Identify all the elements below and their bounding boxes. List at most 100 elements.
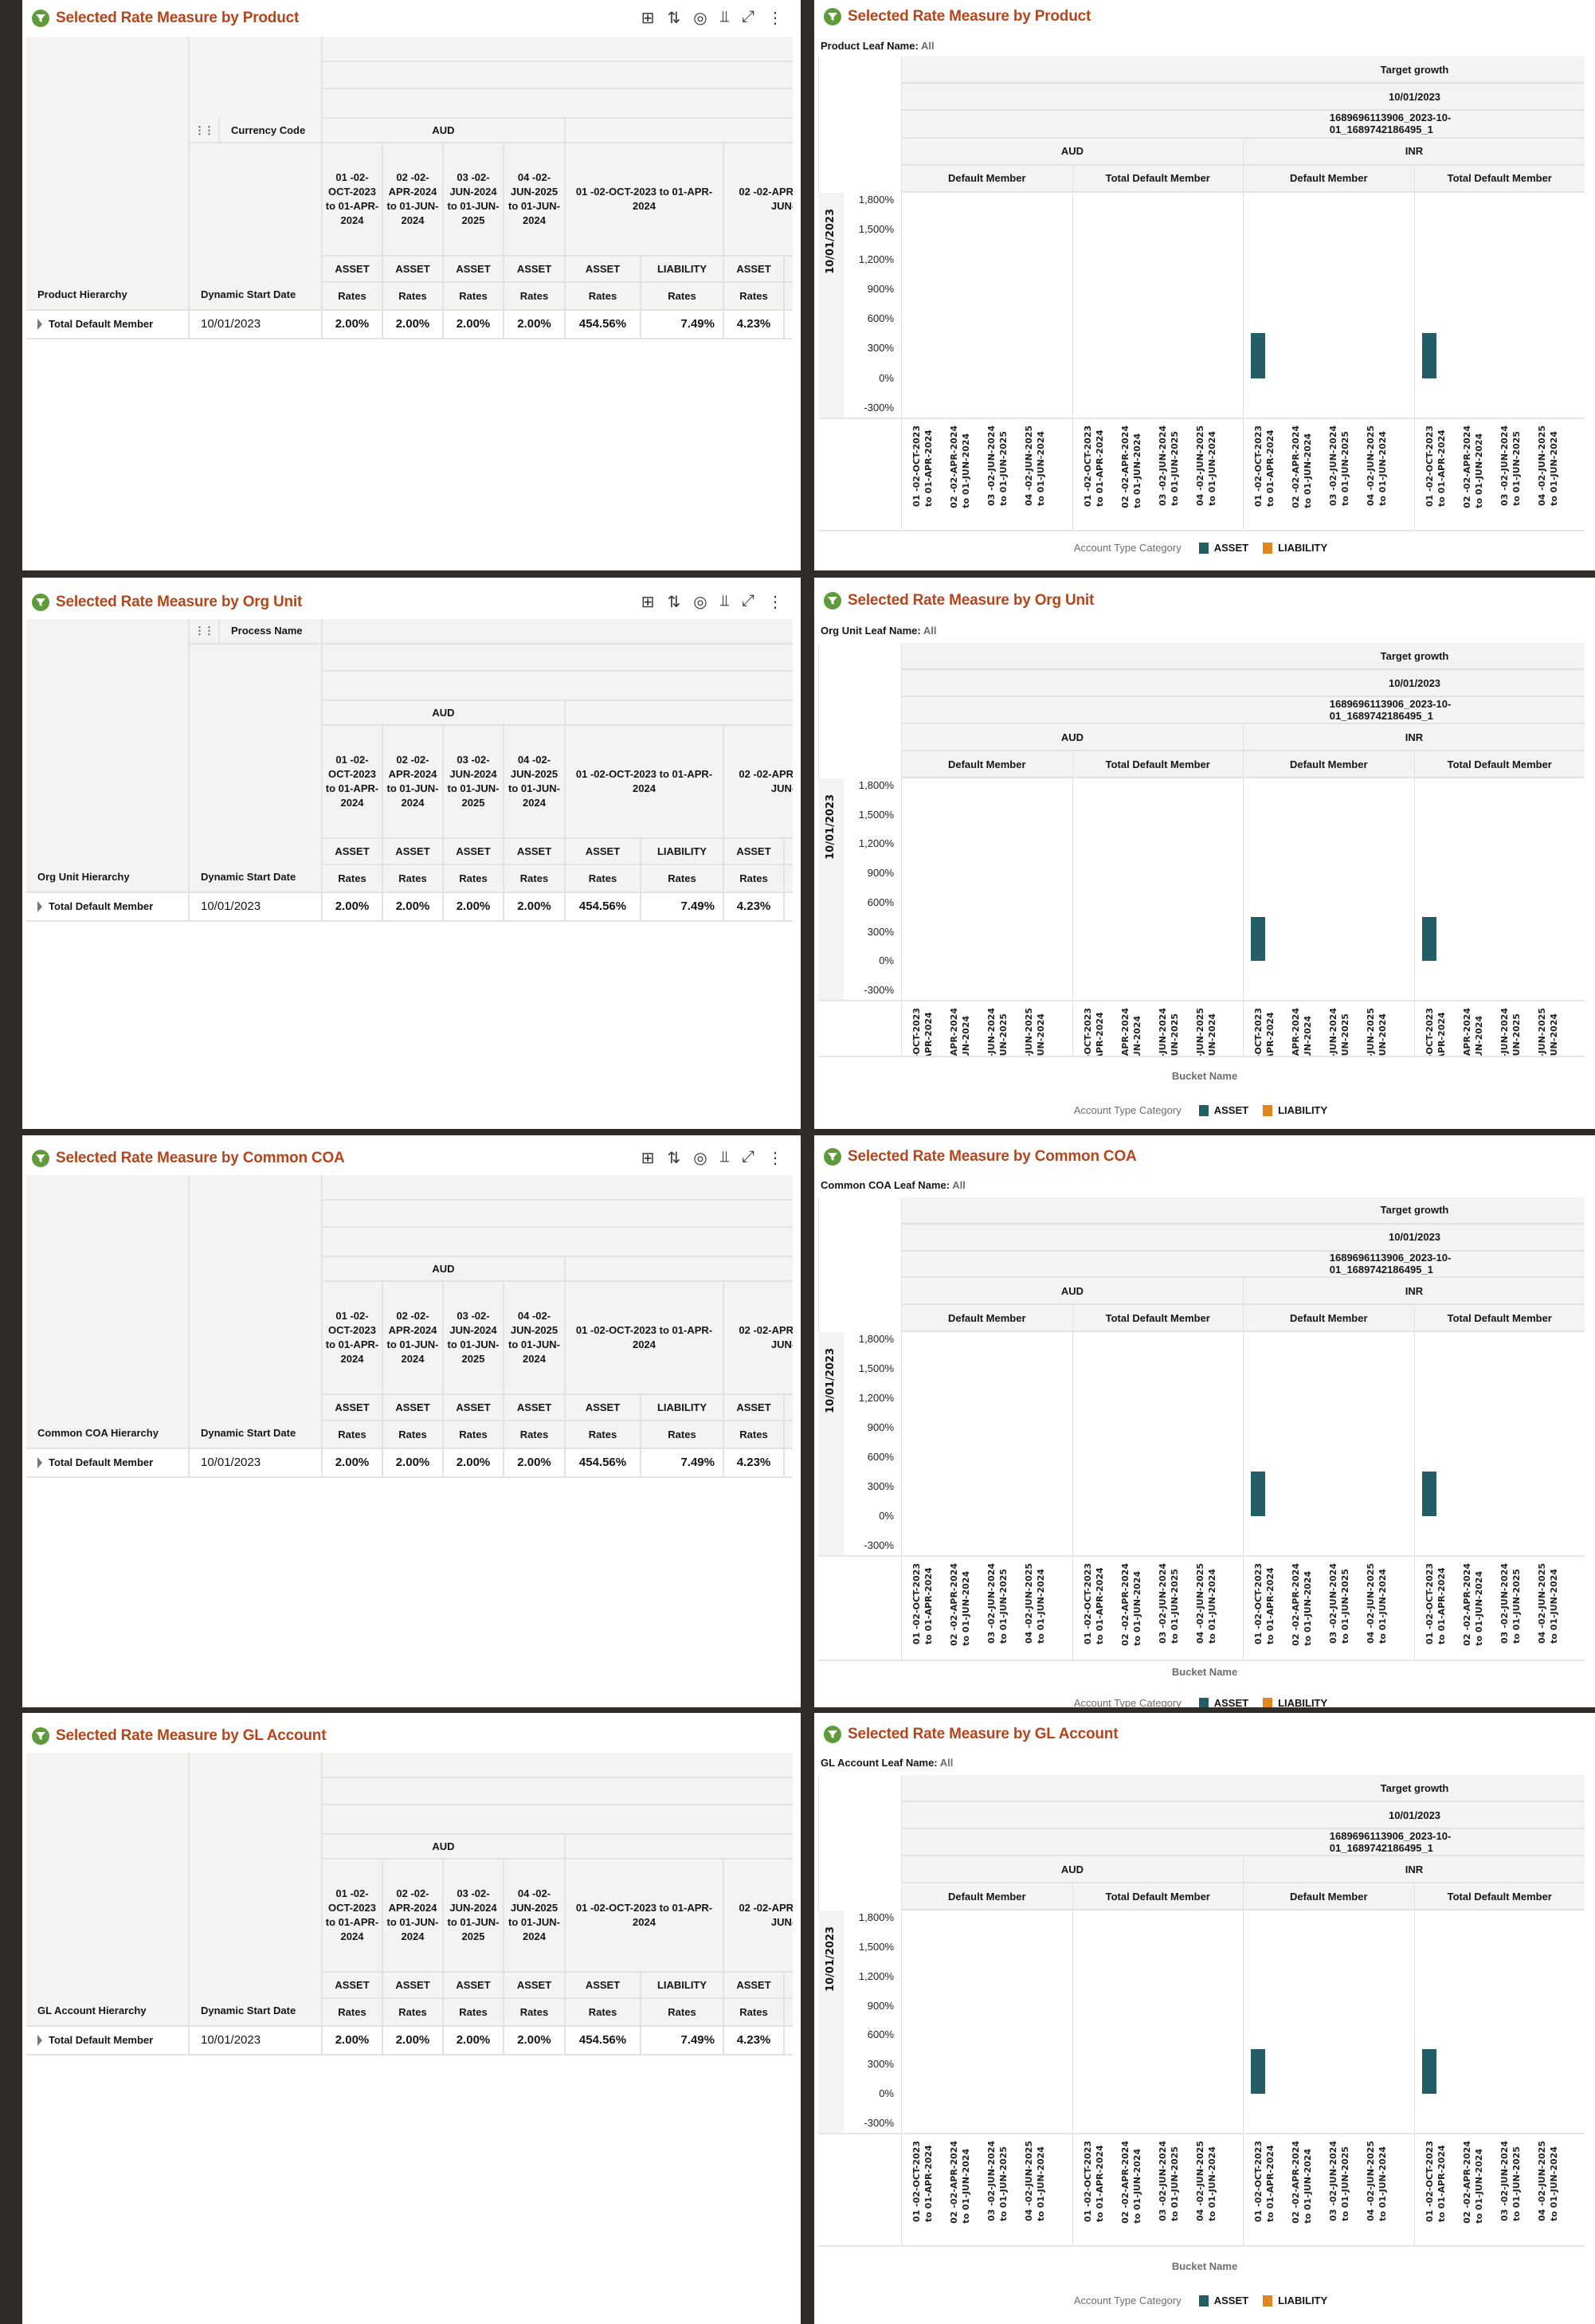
legend-item-liability[interactable]: LIABILITY <box>1263 1104 1327 1116</box>
row-member[interactable]: Total Default Member <box>26 2027 190 2056</box>
bar-asset[interactable] <box>1421 2049 1436 2095</box>
date-header: 10/01/2023 <box>901 1802 1585 1829</box>
dynamic-start-date-header: Dynamic Start Date <box>190 37 323 311</box>
member-header-text: Default Member <box>947 172 1026 185</box>
row-label: 10/01/2023 <box>825 794 837 860</box>
expand-icon[interactable] <box>37 319 42 330</box>
row-member[interactable]: Total Default Member <box>26 1449 190 1478</box>
blank-header <box>785 1395 793 1421</box>
hierarchy-header: Common COA Hierarchy <box>26 1175 190 1449</box>
pivot-layout-icon[interactable]: ⊞ <box>641 594 655 611</box>
currency-header: AUD <box>901 724 1243 751</box>
measure-header-text: Target growth <box>1380 1204 1449 1217</box>
bar-asset[interactable] <box>1251 333 1265 378</box>
target-icon[interactable]: ◎ <box>693 594 707 611</box>
more-actions-icon[interactable]: ⋮ <box>767 594 783 611</box>
row-member[interactable]: Total Default Member <box>26 311 190 339</box>
y-tick-label: 0% <box>879 1510 894 1522</box>
panel-title-text: Selected Rate Measure by Org Unit <box>56 594 303 610</box>
drag-edge-header[interactable]: ⋮⋮ Process Name <box>190 619 323 645</box>
pivot-layout-icon[interactable]: ⊞ <box>641 10 655 27</box>
measure-header-text: Target growth <box>1380 649 1449 662</box>
legend-item-liability[interactable]: LIABILITY <box>1263 1697 1327 1707</box>
x-tick-label: 01 -02-OCT-2023 to 01-APR-2024 <box>1253 1008 1276 1056</box>
x-tick-label: 02 -02-APR-2024 to 01-JUN-2024 <box>949 425 971 508</box>
plot-column <box>1413 778 1585 1056</box>
x-axis-labels: 01 -02-OCT-2023 to 01-APR-2024 02 -02-APR-… <box>901 1001 1585 1056</box>
target-icon[interactable]: ◎ <box>693 10 707 27</box>
bar-asset[interactable] <box>1251 916 1265 962</box>
row-date: 10/01/2023 <box>190 2027 323 2056</box>
maximize-icon[interactable]: ⤢ <box>742 592 754 609</box>
account-type-header: ASSET <box>724 1395 785 1421</box>
legend-item-liability[interactable]: LIABILITY <box>1263 2295 1327 2306</box>
maximize-icon[interactable]: ⤢ <box>742 8 754 25</box>
measure-header: Rates <box>641 1421 724 1449</box>
row-label-strip: 10/01/2023 <box>818 1332 844 1555</box>
blank-currency-header <box>566 701 793 726</box>
more-actions-icon[interactable]: ⋮ <box>767 1150 783 1167</box>
measure-header: Rates <box>383 1421 444 1449</box>
swap-rows-columns-icon[interactable]: ⇅ <box>667 1150 681 1167</box>
bucket-header: 02 -02-APR-2024 to 01-JUN-2024 <box>724 143 793 257</box>
pivot-layout-icon[interactable]: ⊞ <box>641 1150 655 1167</box>
expand-icon[interactable] <box>37 2035 42 2046</box>
legend-item-asset[interactable]: ASSET <box>1198 1104 1248 1116</box>
legend-item-asset[interactable]: ASSET <box>1198 542 1248 554</box>
target-icon[interactable]: ◎ <box>693 1150 707 1167</box>
drag-edge-header[interactable]: ⋮⋮ Currency Code <box>190 119 323 143</box>
drag-handle-icon[interactable]: ⋮⋮ <box>190 119 220 142</box>
blank-header-row <box>323 1778 793 1805</box>
account-type-header: ASSET <box>444 1395 504 1421</box>
rate-value: 2.00% <box>383 311 444 339</box>
panel-title-text: Selected Rate Measure by GL Account <box>56 1727 327 1744</box>
bucket-header: 03 -02-JUN-2024 to 01-JUN-2025 <box>444 1860 504 1973</box>
account-type-header: ASSET <box>444 839 504 865</box>
x-tick-label: 02 -02-APR-2024 to 01-JUN-2024 <box>1119 2141 1142 2224</box>
chart-type-icon[interactable]: ⫫ <box>719 8 729 25</box>
filter-icon <box>32 1150 49 1167</box>
chart-bottom-line <box>818 1660 1585 1661</box>
x-tick-label: 02 -02-APR-2024 to 01-JUN-2024 <box>1461 1563 1484 1646</box>
x-tick-label: 01 -02-OCT-2023 to 01-APR-2024 <box>911 2141 934 2223</box>
legend-swatch <box>1263 2295 1273 2306</box>
currency-header: AUD <box>323 701 566 726</box>
member-header-text: Default Member <box>1289 1311 1368 1324</box>
row-member[interactable]: Total Default Member <box>26 893 190 922</box>
chart-type-icon[interactable]: ⫫ <box>719 592 729 609</box>
blank-header <box>785 1999 793 2027</box>
expand-icon[interactable] <box>37 1457 42 1468</box>
x-tick-label: 04 -02-JUN-2025 to 01-JUN-2024 <box>1366 2141 1388 2221</box>
bar-asset[interactable] <box>1421 333 1436 378</box>
member-header-text: Default Member <box>1289 172 1368 185</box>
measure-header-text: Target growth <box>1380 1781 1449 1794</box>
legend-item-asset[interactable]: ASSET <box>1198 1697 1248 1707</box>
member-header-text: Total Default Member <box>1447 172 1552 185</box>
bucket-header: 01 -02-OCT-2023 to 01-APR-2024 <box>566 1860 724 1973</box>
dynamic-start-date-header: Dynamic Start Date <box>190 1753 323 2027</box>
maximize-icon[interactable]: ⤢ <box>742 1148 754 1166</box>
legend-item-liability[interactable]: LIABILITY <box>1263 542 1327 554</box>
measure-header: Rates <box>641 283 724 311</box>
swap-rows-columns-icon[interactable]: ⇅ <box>667 10 681 27</box>
plot-column <box>1243 1911 1414 2245</box>
bar-asset[interactable] <box>1251 2049 1265 2095</box>
x-tick-label: 03 -02-JUN-2024 to 01-JUN-2025 <box>1157 425 1180 506</box>
bar-asset[interactable] <box>1421 1471 1436 1516</box>
bar-asset[interactable] <box>1421 916 1436 962</box>
chart-type-icon[interactable]: ⫫ <box>719 1148 729 1166</box>
drag-handle-icon[interactable]: ⋮⋮ <box>190 619 220 643</box>
filter-value: All <box>923 625 937 637</box>
x-tick-label: 04 -02-JUN-2025 to 01-JUN-2024 <box>1024 2141 1046 2221</box>
drag-edge-label: Currency Code <box>231 123 306 136</box>
more-actions-icon[interactable]: ⋮ <box>767 10 783 27</box>
blank-header <box>785 257 793 283</box>
bar-asset[interactable] <box>1251 1471 1265 1516</box>
expand-icon[interactable] <box>37 901 42 912</box>
bucket-header: 02 -02-APR-2024 to 01-JUN-2024 <box>724 1282 793 1395</box>
legend-item-asset[interactable]: ASSET <box>1198 2295 1248 2306</box>
pivot-table: Product Hierarchy Dynamic Start Date ⋮⋮ Cur… <box>22 37 793 343</box>
plot-column <box>1413 1332 1585 1660</box>
swap-rows-columns-icon[interactable]: ⇅ <box>667 594 681 611</box>
x-tick-label: 03 -02-JUN-2024 to 01-JUN-2025 <box>986 1008 1009 1056</box>
